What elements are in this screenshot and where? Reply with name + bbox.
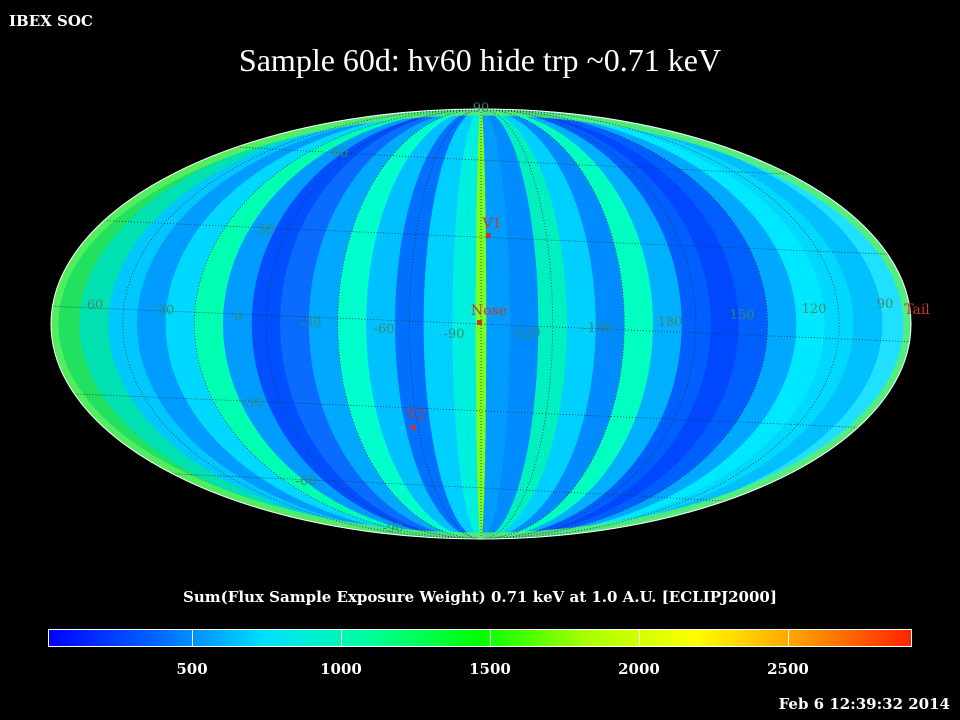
lat-label: -90: [383, 521, 404, 536]
lon-label: 150: [730, 308, 755, 323]
flux-map: [51, 109, 911, 539]
colorbar-tick: [490, 629, 491, 647]
map-outline: [50, 108, 912, 540]
lon-label: -60: [374, 322, 395, 337]
colorbar-tick: [341, 629, 342, 647]
lat-label: 90: [473, 101, 490, 116]
nose-marker: [477, 320, 482, 325]
v1-label: V1: [481, 216, 501, 232]
colorbar-tick-label: 1000: [320, 660, 362, 678]
graticule: [52, 109, 910, 539]
lon-label: -30: [301, 316, 322, 331]
lon-label: 120: [802, 302, 827, 317]
colorbar-tick-label: 500: [176, 660, 208, 678]
lon-label: 0: [234, 309, 242, 324]
lat-label: 60: [332, 146, 349, 161]
lon-label: -120: [511, 326, 540, 341]
colorbar-tick-label: 2000: [618, 660, 660, 678]
colorbar-tick: [788, 629, 789, 647]
v2-label: V2: [405, 407, 425, 423]
colorbar-tick-label: 2500: [767, 660, 809, 678]
lon-label: 30: [158, 303, 175, 318]
soc-label: IBEX SOC: [9, 12, 93, 30]
lon-label: -90: [444, 327, 465, 342]
plot-title: Sample 60d: hv60 hide trp ~0.71 keV: [238, 42, 722, 78]
colorbar-label: Sum(Flux Sample Exposure Weight) 0.71 ke…: [183, 588, 777, 606]
lat-label: 30: [258, 223, 275, 238]
colorbar-tick: [192, 629, 193, 647]
lon-label: 90: [877, 297, 894, 312]
lat-label: -60: [296, 474, 317, 489]
colorbar-tick-label: 1500: [469, 660, 511, 678]
lon-label: -150: [583, 321, 612, 336]
colorbar-tick: [639, 629, 640, 647]
lon-label: 180: [658, 315, 683, 330]
v2-marker: [411, 425, 416, 430]
colorbar: [48, 629, 912, 647]
tail-label: Tail: [904, 302, 930, 318]
nose-label: Nose: [471, 303, 507, 319]
v1-marker: [486, 233, 491, 238]
lat-label: -30: [242, 396, 263, 411]
timestamp: Feb 6 12:39:32 2014: [778, 695, 950, 713]
lon-label: 60: [87, 298, 104, 313]
